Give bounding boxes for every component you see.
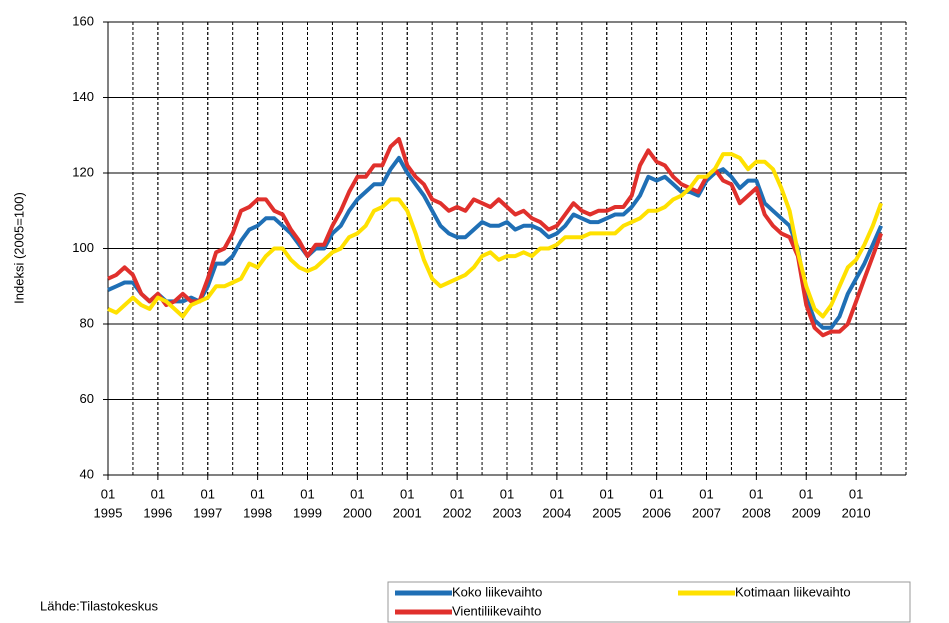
x-tick-label: 01 [151, 486, 165, 501]
x-tick-label: 01 [600, 486, 614, 501]
x-tick-label: 01 [749, 486, 763, 501]
x-tick-label: 01 [350, 486, 364, 501]
y-tick-label: 140 [72, 89, 94, 104]
x-tick-label: 2007 [692, 505, 721, 520]
legend: Koko liikevaihto Kotimaan liikevaihto Vien… [395, 584, 851, 618]
x-tick-label: 01 [250, 486, 264, 501]
y-tick-label: 40 [80, 466, 94, 481]
x-tick-label: 2002 [443, 505, 472, 520]
x-tick-label: 2001 [393, 505, 422, 520]
series-line [107, 137, 883, 338]
x-tick-label: 2010 [842, 505, 871, 520]
source-note: Lähde:Tilastokeskus [40, 598, 159, 613]
x-tick-label: 01 [799, 486, 813, 501]
y-axis-label: Indeksi (2005=100) [11, 192, 26, 304]
x-tick-label: 2000 [343, 505, 372, 520]
x-tick-label: 1997 [193, 505, 222, 520]
x-tick-label: 01 [400, 486, 414, 501]
x-tick-label: 1999 [293, 505, 322, 520]
x-tick-label: 01 [201, 486, 215, 501]
x-tick-label: 2004 [542, 505, 571, 520]
x-tick-label: 01 [101, 486, 115, 501]
legend-label: Koko liikevaihto [452, 584, 542, 599]
y-tick-label: 120 [72, 164, 94, 179]
x-tick-label: 2009 [792, 505, 821, 520]
series-line [107, 152, 883, 319]
x-tick-label: 1996 [143, 505, 172, 520]
x-tick-label: 1998 [243, 505, 272, 520]
series-line [107, 155, 883, 330]
x-tick-label: 01 [699, 486, 713, 501]
x-tick-label: 01 [300, 486, 314, 501]
x-tick-label: 2005 [592, 505, 621, 520]
legend-label: Kotimaan liikevaihto [735, 584, 851, 599]
y-tick-label: 60 [80, 391, 94, 406]
x-tick-label: 01 [450, 486, 464, 501]
x-tick-label: 01 [649, 486, 663, 501]
x-tick-label: 01 [500, 486, 514, 501]
x-tick-label: 1995 [94, 505, 123, 520]
legend-box [387, 581, 911, 623]
y-tick-label: 160 [72, 13, 94, 28]
x-tick-label: 01 [550, 486, 564, 501]
x-tick-label: 2003 [493, 505, 522, 520]
x-tick-label: 01 [849, 486, 863, 501]
y-tick-label: 100 [72, 240, 94, 255]
y-tick-label: 80 [80, 315, 94, 330]
x-tick-label: 2008 [742, 505, 771, 520]
legend-label: Vientiliikevaihto [452, 603, 541, 618]
x-tick-label: 2006 [642, 505, 671, 520]
